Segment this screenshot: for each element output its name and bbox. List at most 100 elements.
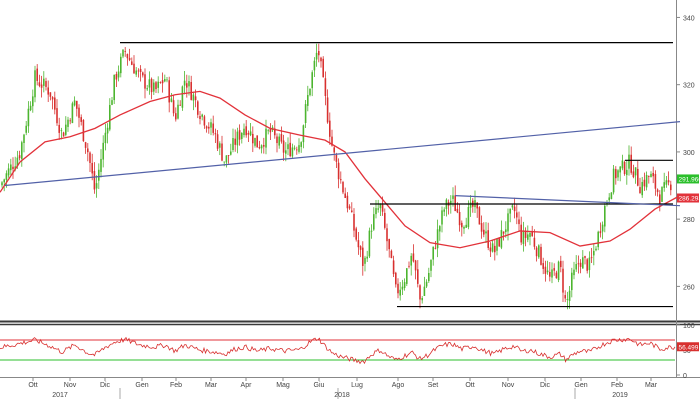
candle-body [668,180,670,182]
candle-body [600,231,602,233]
candle-body [388,239,390,249]
x-tick-label: Nov [502,382,515,389]
candle-body [531,232,533,236]
candle-body [589,258,591,270]
candle-body [160,82,162,83]
candle-body [628,155,630,169]
candle-body [124,51,126,52]
candle-body [325,78,327,96]
candle-body [307,95,309,106]
candle-body [580,263,582,267]
candle-body [188,81,190,86]
candle-body [551,269,553,277]
candle-body [204,116,206,125]
candle-body [525,231,527,238]
candle-body [485,231,487,233]
x-tick-label: Mar [645,382,658,389]
candle-body [74,100,76,105]
candle-body [109,105,111,130]
price-label-text: 291.960 [679,177,700,184]
candle-body [569,291,571,301]
candle-body [336,155,338,162]
candle-body [454,195,456,211]
candle-body [94,171,96,189]
y-tick-label: 260 [683,284,695,291]
candle-body [50,92,52,97]
candle-body [6,173,8,180]
candle-body [265,129,267,148]
candle-body [144,74,146,88]
candle-body [300,142,302,147]
candle-body [362,248,364,266]
candle-body [514,207,516,212]
candle-body [21,142,23,159]
candle-body [556,273,558,279]
x-tick-label: Gen [135,382,148,389]
candle-body [34,70,36,97]
candle-body [294,148,296,149]
candle-body [52,97,54,99]
candle-body [666,180,668,184]
candle-body [465,225,467,228]
candle-body [129,58,131,60]
candle-body [155,82,157,89]
x-tick-label: Dic [100,382,111,389]
candle-body [648,176,650,177]
candle-body [254,138,256,146]
candle-body [419,285,421,299]
candle-body [212,124,214,133]
candle-body [298,145,300,152]
x-tick-label: Mar [205,382,218,389]
candle-body [575,264,577,269]
candle-body [518,219,520,224]
candle-body [76,101,78,109]
candle-body [67,120,69,127]
candle-body [43,79,45,86]
candle-body [494,246,496,252]
candle-body [646,175,648,187]
candle-body [639,187,641,193]
x-year-label: 2019 [612,392,628,399]
candle-body [241,133,243,139]
candle-body [234,139,236,145]
candle-body [663,182,665,188]
candle-body [542,263,544,269]
candle-body [120,57,122,73]
candle-body [492,243,494,251]
candle-body [591,257,593,258]
candle-body [41,85,43,88]
candle-body [371,231,373,232]
candle-body [437,229,439,248]
candle-body [118,72,120,78]
candle-body [457,209,459,212]
candle-body [443,210,445,212]
candle-body [146,88,148,89]
candle-body [263,145,265,147]
candle-body [637,169,639,186]
candle-body [78,108,80,118]
candle-body [270,129,272,132]
x-tick-label: Nov [64,382,77,389]
x-tick-label: Apr [241,382,253,389]
candle-body [261,145,263,148]
candle-body [586,259,588,271]
candle-body [193,95,195,101]
candle-body [296,149,298,150]
candle-body [320,58,322,62]
candle-body [630,155,632,173]
candle-body [549,272,551,277]
candle-body [127,54,129,58]
candle-body [164,79,166,81]
rsi-y-tick-label: 100 [683,323,695,330]
candle-body [19,155,21,158]
candle-body [107,128,109,134]
candle-body [65,125,67,135]
candle-body [659,194,661,203]
candle-body [652,173,654,176]
candle-body [661,187,663,202]
candle-body [8,168,10,175]
candle-body [567,299,569,300]
candle-body [311,72,313,88]
x-tick-label: Feb [170,382,182,389]
